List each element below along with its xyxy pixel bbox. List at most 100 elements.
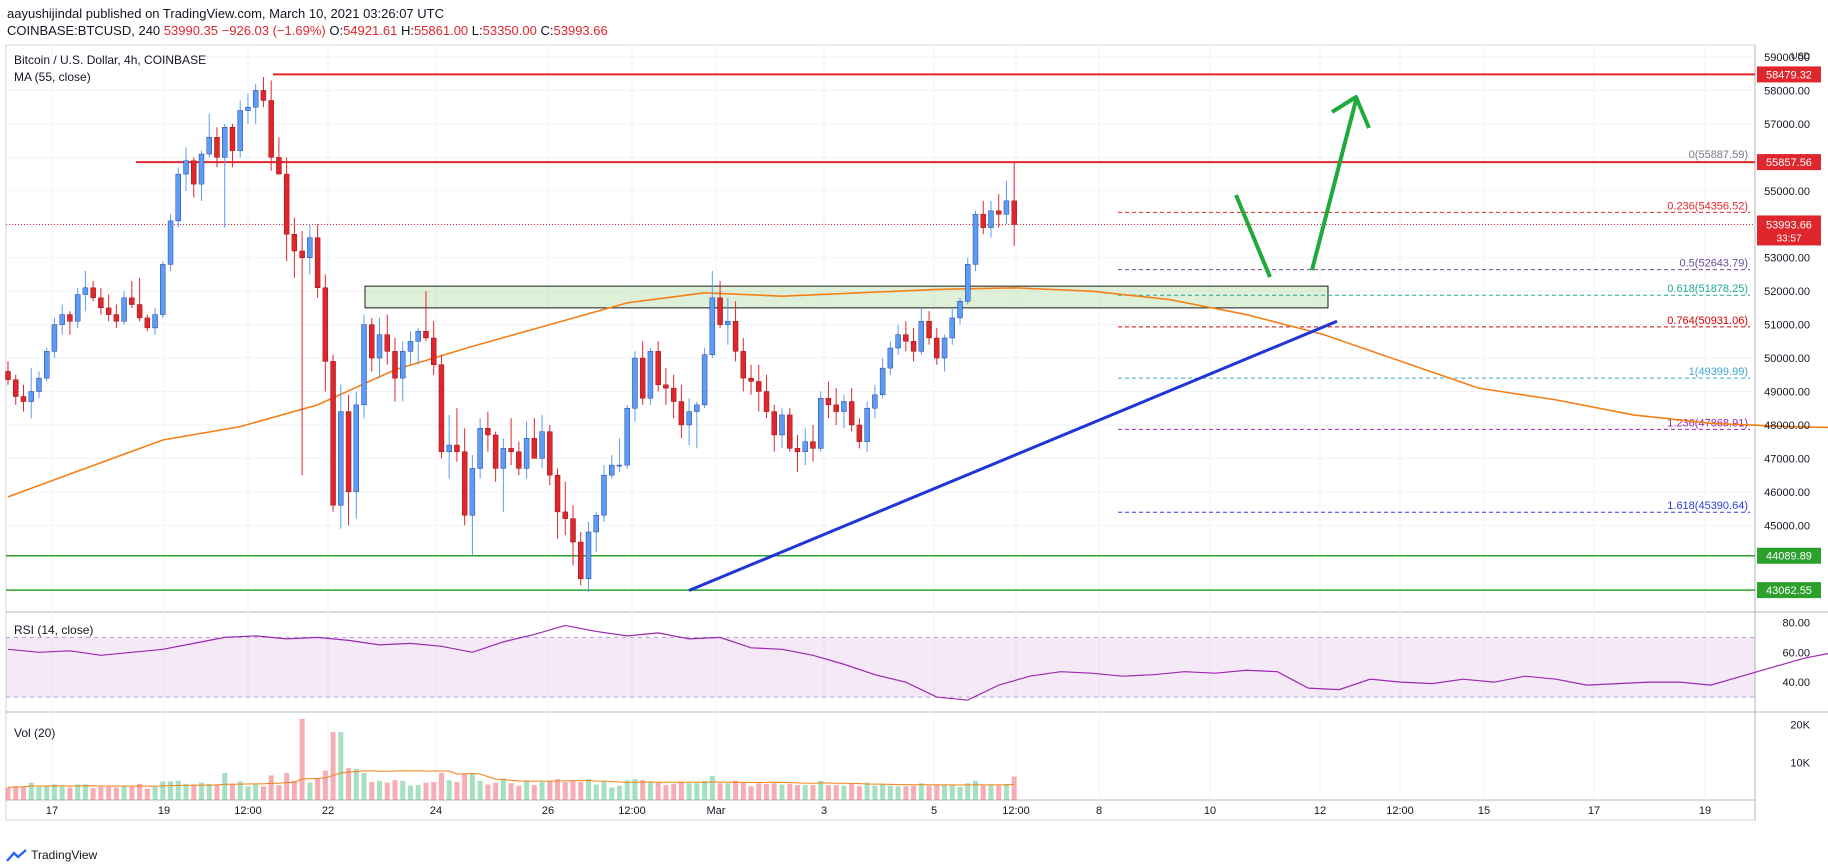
- volume-bar: [253, 784, 259, 800]
- candle-body: [794, 448, 801, 452]
- candle-body: [392, 351, 398, 379]
- volume-bar: [771, 783, 777, 800]
- volume-bar: [709, 776, 715, 800]
- candle-body: [717, 297, 723, 325]
- volume-tick-label: 20K: [1790, 720, 1810, 732]
- trendline[interactable]: [688, 319, 1338, 592]
- fib-level-label: 1.618(45390.64): [1667, 500, 1748, 512]
- volume-bar: [841, 785, 847, 800]
- time-tick-label: 10: [1204, 805, 1216, 817]
- candle-body: [431, 337, 437, 365]
- close-label: C:: [540, 23, 554, 38]
- candle-body: [624, 408, 630, 466]
- volume-bar: [531, 785, 537, 800]
- volume-bar: [462, 774, 468, 800]
- volume-bar: [578, 782, 584, 800]
- volume-bar: [121, 785, 127, 800]
- volume-bar: [787, 783, 793, 800]
- candle-body: [13, 379, 19, 397]
- candle-body: [825, 397, 832, 406]
- candle-body: [539, 431, 545, 459]
- candle-body: [44, 351, 50, 379]
- publisher-line: aayushijindal published on TradingView.c…: [7, 6, 444, 21]
- time-axis[interactable]: 17 19 12:00 22 24 26 12:00 Mar 3 5 12:00 8 10 12 12:00…: [46, 805, 1711, 817]
- candle-body: [167, 220, 174, 265]
- volume-bar: [400, 780, 406, 800]
- candle-body: [531, 438, 538, 459]
- volume-bar: [338, 732, 344, 800]
- volume-bar: [547, 780, 553, 800]
- candle-body: [469, 468, 476, 516]
- resistance-price-tag: [1757, 66, 1821, 83]
- volume-bar: [508, 783, 514, 800]
- volume-bar: [446, 780, 452, 800]
- fibonacci-retracement: 0(55887.59) 0.236(54356.52) 0.5(52643.79) 0…: [1118, 149, 1750, 513]
- candle-body: [36, 377, 42, 392]
- volume-bar: [872, 785, 878, 800]
- price-axis[interactable]: 45000.00 46000.00 47000.00 48000.00 49000.00…: [1757, 52, 1821, 769]
- candle-body: [756, 381, 762, 392]
- time-tick-label: 24: [430, 805, 442, 817]
- candle-body: [222, 127, 228, 158]
- fib-level-label: 0(55887.59): [1689, 149, 1748, 161]
- candle-body: [338, 411, 344, 506]
- volume-bar: [431, 782, 437, 800]
- candle-body: [369, 324, 375, 359]
- brand-name: TradingView: [31, 848, 98, 862]
- moving-average: [7, 287, 1828, 498]
- open-label: O:: [329, 23, 344, 38]
- candle-body: [523, 438, 530, 469]
- candle-body: [639, 357, 646, 399]
- candle-body: [136, 304, 143, 319]
- volume-bar: [485, 784, 491, 800]
- volume-bar: [346, 768, 352, 800]
- volume-bar: [671, 783, 677, 800]
- volume-bar: [191, 784, 197, 800]
- volume-bar: [818, 780, 824, 800]
- price-chart[interactable]: 0(55887.59) 0.236(54356.52) 0.5(52643.79) 0…: [0, 40, 1828, 845]
- candle-body: [160, 264, 166, 315]
- candle-body: [957, 300, 963, 319]
- volume-bar: [160, 781, 166, 800]
- volume-bar: [59, 786, 65, 800]
- volume-bar: [887, 785, 893, 800]
- volume-bar: [516, 785, 522, 800]
- time-tick-label: 17: [46, 805, 58, 817]
- candle-body: [686, 411, 692, 426]
- volume-bar: [392, 780, 398, 800]
- time-tick-label: 12: [1314, 805, 1326, 817]
- candle-body: [980, 214, 986, 228]
- volume-bar: [965, 783, 971, 800]
- support-zone-box: [364, 285, 1329, 309]
- ma-indicator-label: MA (55, close): [14, 70, 91, 84]
- candle-body: [299, 250, 305, 258]
- volume-bar: [686, 783, 692, 800]
- candle-body: [864, 408, 870, 442]
- rsi-tick-label: 80.00: [1782, 617, 1810, 629]
- footer-brand[interactable]: TradingView: [6, 848, 97, 863]
- time-tick-label: 12:00: [618, 805, 646, 817]
- candle-body: [856, 424, 863, 442]
- volume-bar: [36, 786, 42, 800]
- volume-bar: [957, 786, 963, 800]
- price-tick-label: 45000.00: [1764, 520, 1810, 532]
- candle-body: [237, 110, 243, 151]
- price-tick-label: 50000.00: [1764, 353, 1810, 365]
- volume-bar: [106, 786, 112, 800]
- publisher-name[interactable]: aayushijindal: [7, 6, 83, 21]
- horizontal-levels: [6, 73, 1755, 591]
- candle-body: [206, 137, 212, 155]
- volume-bar: [493, 782, 499, 800]
- volume-bar: [361, 772, 367, 800]
- last-price-tag: [1757, 215, 1821, 246]
- volume-bar: [152, 786, 158, 800]
- rsi-tick-label: 40.00: [1782, 677, 1810, 689]
- volume-bar: [880, 784, 886, 800]
- candle-body: [260, 90, 267, 101]
- volume-ma-line: [7, 770, 1015, 788]
- volume-bar: [245, 786, 251, 800]
- price-tick-label: 57000.00: [1764, 119, 1810, 131]
- candle-body: [28, 391, 34, 402]
- candle-body: [353, 404, 359, 493]
- volume-bar: [903, 786, 909, 800]
